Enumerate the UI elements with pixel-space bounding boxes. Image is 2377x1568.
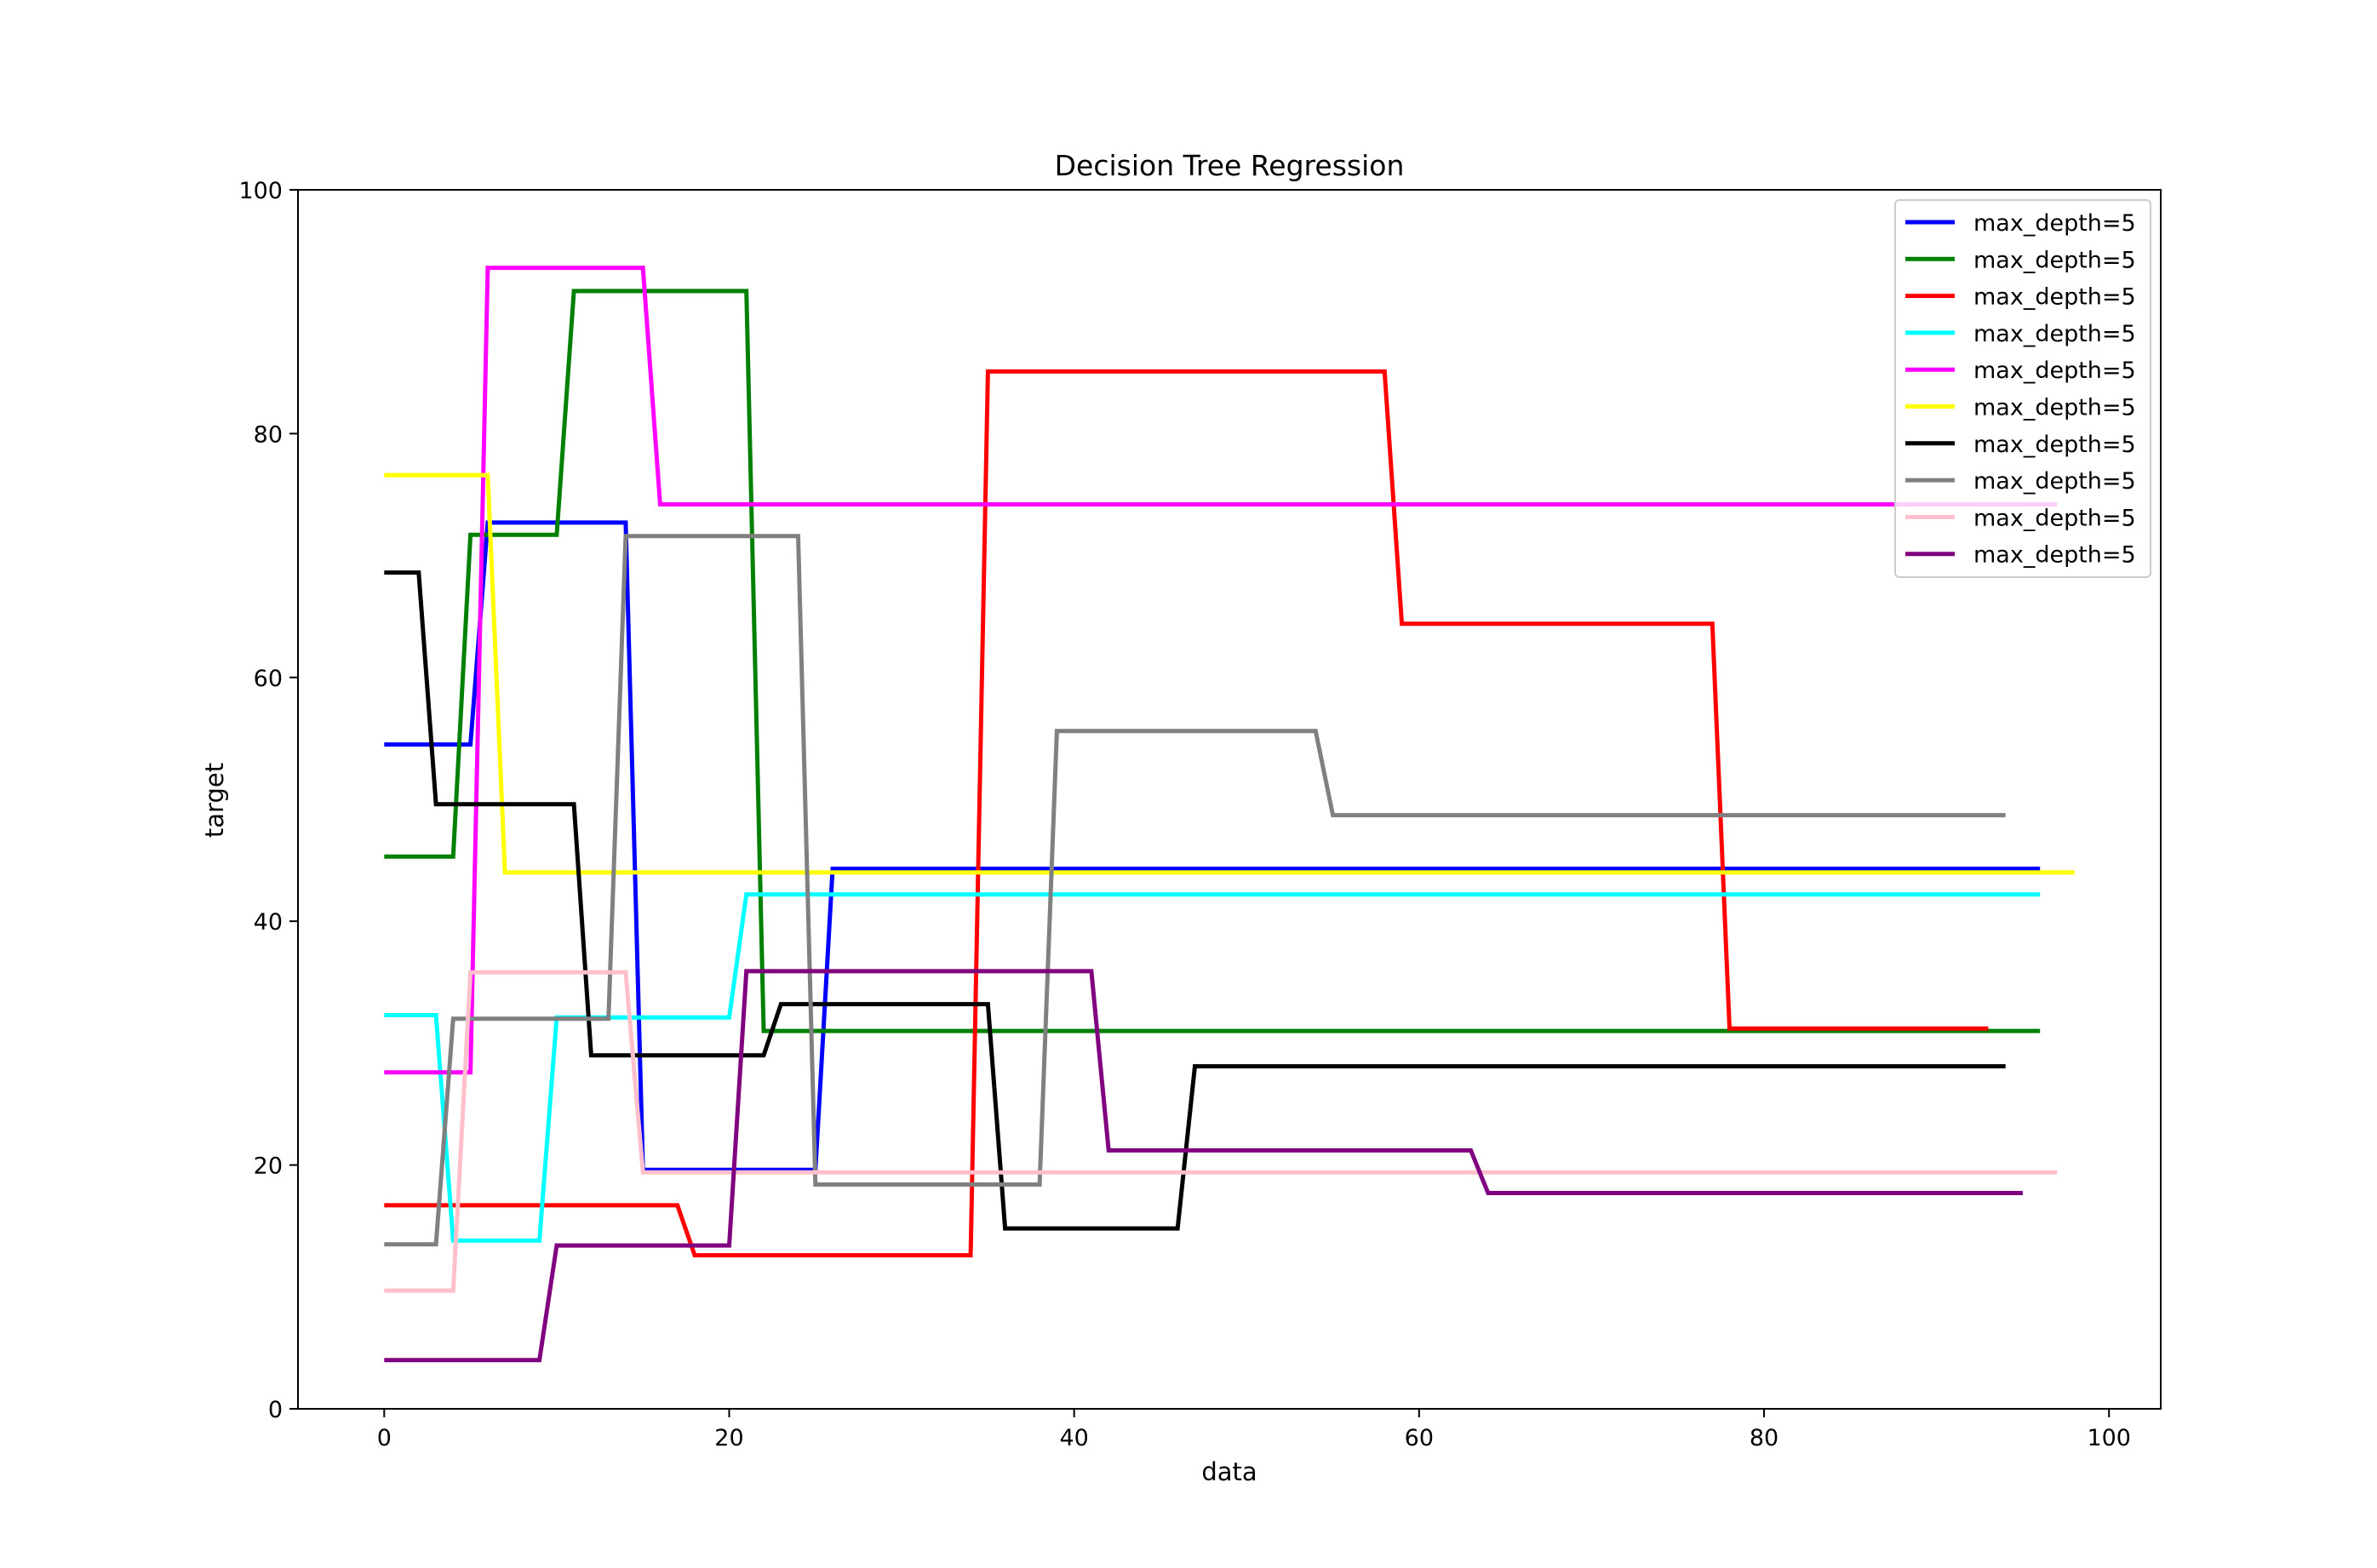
y-tick-label: 100 [238,178,283,204]
y-tick-label: 20 [254,1153,283,1180]
y-axis-label: target [200,763,229,838]
legend-label-4: max_depth=5 [1973,321,2136,347]
legend-label-5: max_depth=5 [1973,358,2136,384]
legend-box [1894,199,2151,578]
series-line-8 [384,534,2006,1247]
legend-label-1: max_depth=5 [1973,210,2136,237]
x-tick-label: 80 [1750,1425,1778,1451]
series-line-9 [384,970,2058,1293]
y-tick-label: 80 [254,421,283,448]
x-tick-label: 40 [1059,1425,1088,1451]
x-tick-label: 20 [714,1425,743,1451]
legend-label-8: max_depth=5 [1973,468,2136,495]
series-line-7 [384,570,2006,1231]
y-tick-label: 0 [268,1397,283,1423]
legend-label-6: max_depth=5 [1973,395,2136,421]
series-line-6 [384,472,2075,875]
series-line-4 [384,892,2041,1243]
legend-label-2: max_depth=5 [1973,247,2136,273]
series-layer [384,266,2075,1363]
y-tick-label: 40 [254,909,283,936]
legend-label-3: max_depth=5 [1973,284,2136,311]
ticks-layer: 0 20 40 60 80 100 0 20 40 60 80 100 [238,178,2131,1451]
legend-label-9: max_depth=5 [1973,505,2136,531]
series-line-5 [384,266,2058,1075]
plot-frame [297,189,2162,1410]
series-line-1 [384,520,2041,1172]
series-line-10 [384,969,2023,1363]
x-tick-label: 100 [2087,1425,2131,1451]
legend: max_depth=5 max_depth=5 max_depth=5 max_dep… [1894,199,2151,578]
x-tick-label: 60 [1405,1425,1434,1451]
legend-label-10: max_depth=5 [1973,542,2136,569]
x-axis-label: data [1201,1457,1257,1486]
legend-label-7: max_depth=5 [1973,432,2136,458]
chart-title: Decision Tree Regression [1055,149,1405,182]
series-line-3 [384,369,1989,1258]
y-tick-label: 60 [254,666,283,692]
x-tick-label: 0 [377,1425,392,1451]
